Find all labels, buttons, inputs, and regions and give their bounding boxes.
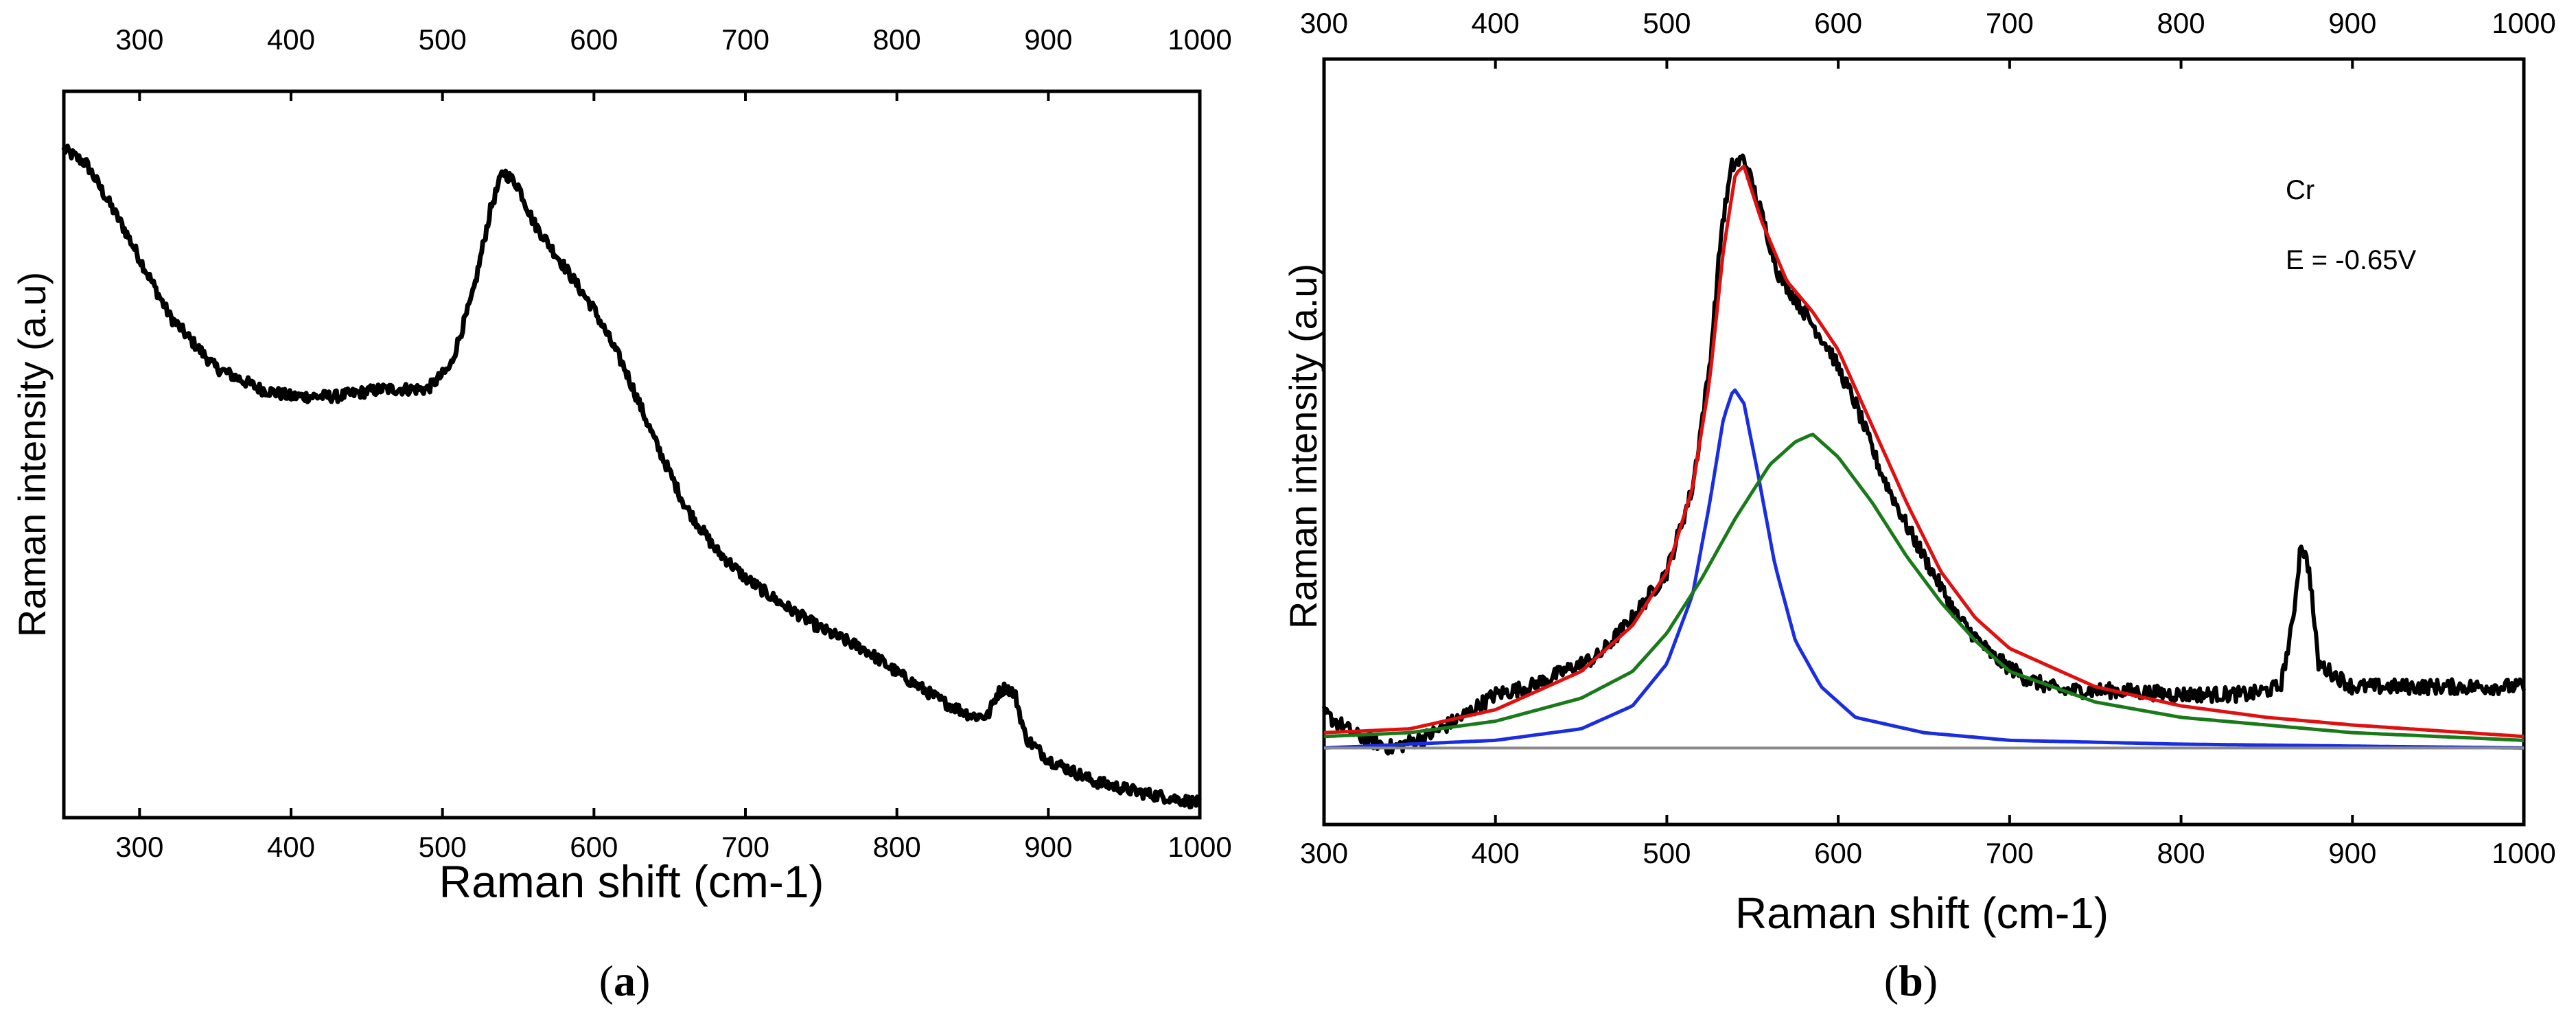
series-lorentzian-peak-540-cm-1 (1323, 388, 2524, 750)
x-tick-label-bottom: 1000 (2492, 837, 2555, 869)
series-raman-spectrum (1322, 153, 2526, 756)
series-raman-spectrum (61, 143, 1202, 809)
x-tick-label-top: 700 (1986, 7, 2034, 39)
panel-label-b: (b) (1884, 956, 1938, 1005)
x-tick-label-top: 500 (1643, 7, 1691, 39)
annotation-potential: E = -0.65V (2286, 245, 2416, 275)
x-axis-title-a: Raman shift (cm-1) (439, 856, 824, 907)
series-group-b (1322, 153, 2526, 756)
tick-group-a: 300 400 500 600 700 800 900 1000 300 400 500 600 700… (115, 23, 1231, 863)
x-tick-label-top: 1000 (2492, 7, 2555, 39)
x-tick-label-bottom: 300 (115, 831, 163, 863)
series-lorentzian-peak-585-cm-1 (1323, 433, 2525, 742)
x-tick-label-top: 600 (570, 23, 618, 56)
series-group-a (61, 143, 1202, 809)
panel-a: 300 400 500 600 700 800 900 1000 300 400 500 600 700… (10, 23, 1232, 907)
panel-label-a-letter: a (614, 956, 636, 1005)
x-tick-label-top: 900 (2328, 7, 2376, 39)
x-tick-label-bottom: 700 (721, 831, 769, 863)
panel-b: 300 400 500 600 700 800 900 1000 300 400 500 600 700… (1281, 7, 2556, 938)
x-tick-label-bottom: 1000 (1168, 831, 1231, 863)
annotation-cr: Cr (2286, 175, 2314, 205)
x-tick-label-top: 300 (115, 23, 163, 56)
x-tick-label-top: 800 (873, 23, 921, 56)
x-tick-label-top: 400 (1472, 7, 1520, 39)
x-tick-label-top: 700 (721, 23, 769, 56)
plot-frame-b (1322, 57, 2526, 827)
y-axis-title-b: Raman intensity (a.u) (1281, 264, 1325, 629)
x-tick-label-bottom: 400 (267, 831, 315, 863)
x-tick-label-top: 1000 (1168, 23, 1231, 56)
x-tick-label-top: 300 (1300, 7, 1348, 39)
x-tick-label-bottom: 600 (1814, 837, 1862, 869)
x-tick-label-bottom: 900 (2328, 837, 2376, 869)
x-tick-label-bottom: 900 (1024, 831, 1072, 863)
x-tick-label-bottom: 800 (873, 831, 921, 863)
panel-label-b-letter: b (1899, 956, 1923, 1005)
x-tick-label-bottom: 600 (570, 831, 618, 863)
panel-label-a: (a) (599, 956, 651, 1005)
y-axis-title-a: Raman intensity (a.u) (10, 272, 54, 637)
x-tick-label-bottom: 300 (1300, 837, 1348, 869)
x-tick-label-bottom: 400 (1472, 837, 1520, 869)
x-tick-label-bottom: 800 (2157, 837, 2205, 869)
x-tick-label-bottom: 500 (419, 831, 467, 863)
series-total-fit (1323, 164, 2525, 739)
x-tick-label-top: 800 (2157, 7, 2205, 39)
x-tick-label-top: 600 (1814, 7, 1862, 39)
x-tick-label-top: 900 (1024, 23, 1072, 56)
x-tick-label-top: 400 (267, 23, 315, 56)
plot-frame-a (62, 89, 1202, 820)
x-tick-label-top: 500 (419, 23, 467, 56)
tick-group-b: 300 400 500 600 700 800 900 1000 300 400 500 600 700… (1300, 7, 2556, 869)
x-axis-title-b: Raman shift (cm-1) (1735, 888, 2109, 938)
x-tick-label-bottom: 500 (1643, 837, 1691, 869)
x-tick-label-bottom: 700 (1986, 837, 2034, 869)
